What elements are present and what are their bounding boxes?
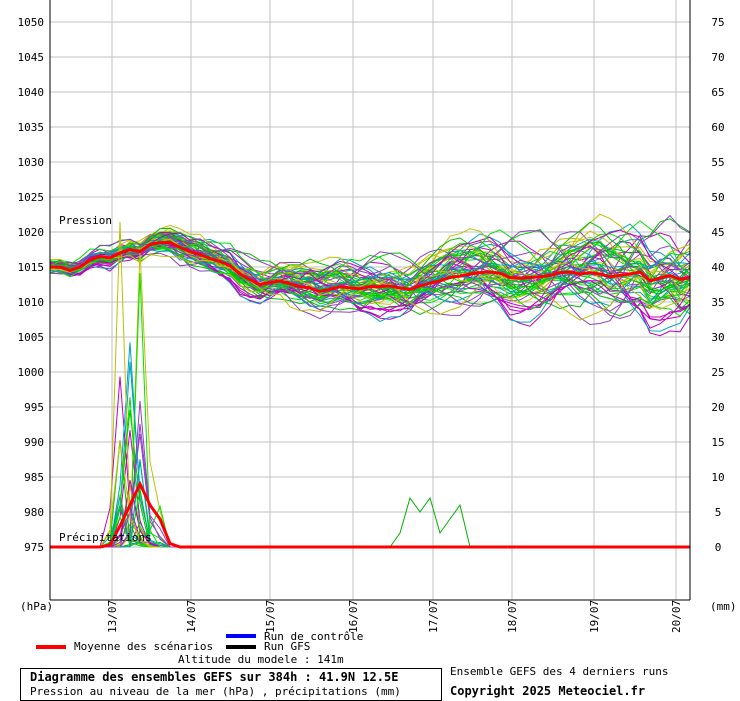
series-marks <box>50 241 691 549</box>
right-tick-label: 5 <box>715 506 722 519</box>
left-tick-label: 990 <box>24 436 44 449</box>
right-tick-label: 30 <box>711 331 724 344</box>
member-pressure-line <box>50 246 691 307</box>
right-tick-label: 40 <box>711 261 724 274</box>
left-tick-label: 1000 <box>18 366 45 379</box>
member-pressure-line <box>49 232 691 305</box>
legend-mean: Moyenne des scénarios <box>74 640 214 653</box>
right-tick-label: 20 <box>711 401 724 414</box>
right-tick-label: 45 <box>711 226 724 239</box>
right-tick-label: 60 <box>711 121 724 134</box>
right-tick-label: 10 <box>711 471 724 484</box>
model-altitude: Altitude du modele : 141m <box>178 653 344 666</box>
left-tick-label: 1050 <box>18 16 45 29</box>
left-tick-label: 1005 <box>18 331 45 344</box>
left-unit-label: (hPa) <box>20 600 53 613</box>
left-tick-label: 1040 <box>18 86 45 99</box>
left-tick-label: 1035 <box>18 121 45 134</box>
legend-control: Run de contrôle <box>264 630 364 643</box>
right-tick-label: 70 <box>711 51 724 64</box>
member-pressure-line <box>49 229 691 290</box>
member-pressure-line <box>49 237 691 297</box>
x-tick-label: 16/07 <box>347 600 360 633</box>
legend-swatch-control <box>226 634 256 638</box>
left-tick-label: 1020 <box>18 226 45 239</box>
mean-precip-line <box>50 480 690 549</box>
left-tick-label: 985 <box>24 471 44 484</box>
member-pressure-line <box>49 249 691 315</box>
pressure-annotation: Pression <box>59 214 112 227</box>
x-tick-label: 18/07 <box>506 600 519 633</box>
right-tick-label: 50 <box>711 191 724 204</box>
left-tick-label: 1010 <box>18 296 45 309</box>
right-tick-label: 15 <box>711 436 724 449</box>
x-tick-label: 15/07 <box>264 600 277 633</box>
x-tick-label: 20/07 <box>670 600 683 633</box>
left-tick-label: 975 <box>24 541 44 554</box>
grid <box>50 0 690 600</box>
right-tick-label: 35 <box>711 296 724 309</box>
x-tick-label: 19/07 <box>588 600 601 633</box>
x-tick-label: 17/07 <box>427 600 440 633</box>
left-tick-label: 1045 <box>18 51 45 64</box>
left-tick-label: 1025 <box>18 191 45 204</box>
x-tick-label: 14/07 <box>185 600 198 633</box>
member-precip-line <box>389 496 471 548</box>
member-pressure-line <box>49 253 691 321</box>
footer-title: Diagramme des ensembles GEFS sur 384h : … <box>30 670 399 684</box>
left-tick-label: 980 <box>24 506 44 519</box>
member-pressure-line <box>49 239 691 297</box>
member-pressure-line <box>49 244 691 306</box>
member-pressure-line <box>49 220 691 296</box>
x-tick-label: 13/07 <box>106 600 119 633</box>
footer-runs: Ensemble GEFS des 4 derniers runs <box>450 665 669 678</box>
legend-swatch-mean <box>36 645 66 649</box>
left-tick-label: 1030 <box>18 156 45 169</box>
member-pressure-line <box>49 247 691 299</box>
legend-swatch-gfs <box>226 645 256 649</box>
right-tick-label: 25 <box>711 366 724 379</box>
member-pressure-line <box>49 231 691 295</box>
footer-subtitle: Pression au niveau de la mer (hPa) , pré… <box>30 685 401 698</box>
left-tick-label: 995 <box>24 401 44 414</box>
right-tick-label: 55 <box>711 156 724 169</box>
right-unit-label: (mm) <box>710 600 737 613</box>
legend-gfs: Run GFS <box>264 640 311 653</box>
left-tick-label: 1015 <box>18 261 45 274</box>
mean-pressure-line <box>50 241 691 294</box>
footer-copyright: Copyright 2025 Meteociel.fr <box>450 684 646 698</box>
right-tick-label: 65 <box>711 86 724 99</box>
member-pressure-line <box>49 221 691 298</box>
right-tick-label: 0 <box>715 541 722 554</box>
right-tick-label: 75 <box>711 16 724 29</box>
precip-annotation: Précipitations <box>59 531 152 544</box>
